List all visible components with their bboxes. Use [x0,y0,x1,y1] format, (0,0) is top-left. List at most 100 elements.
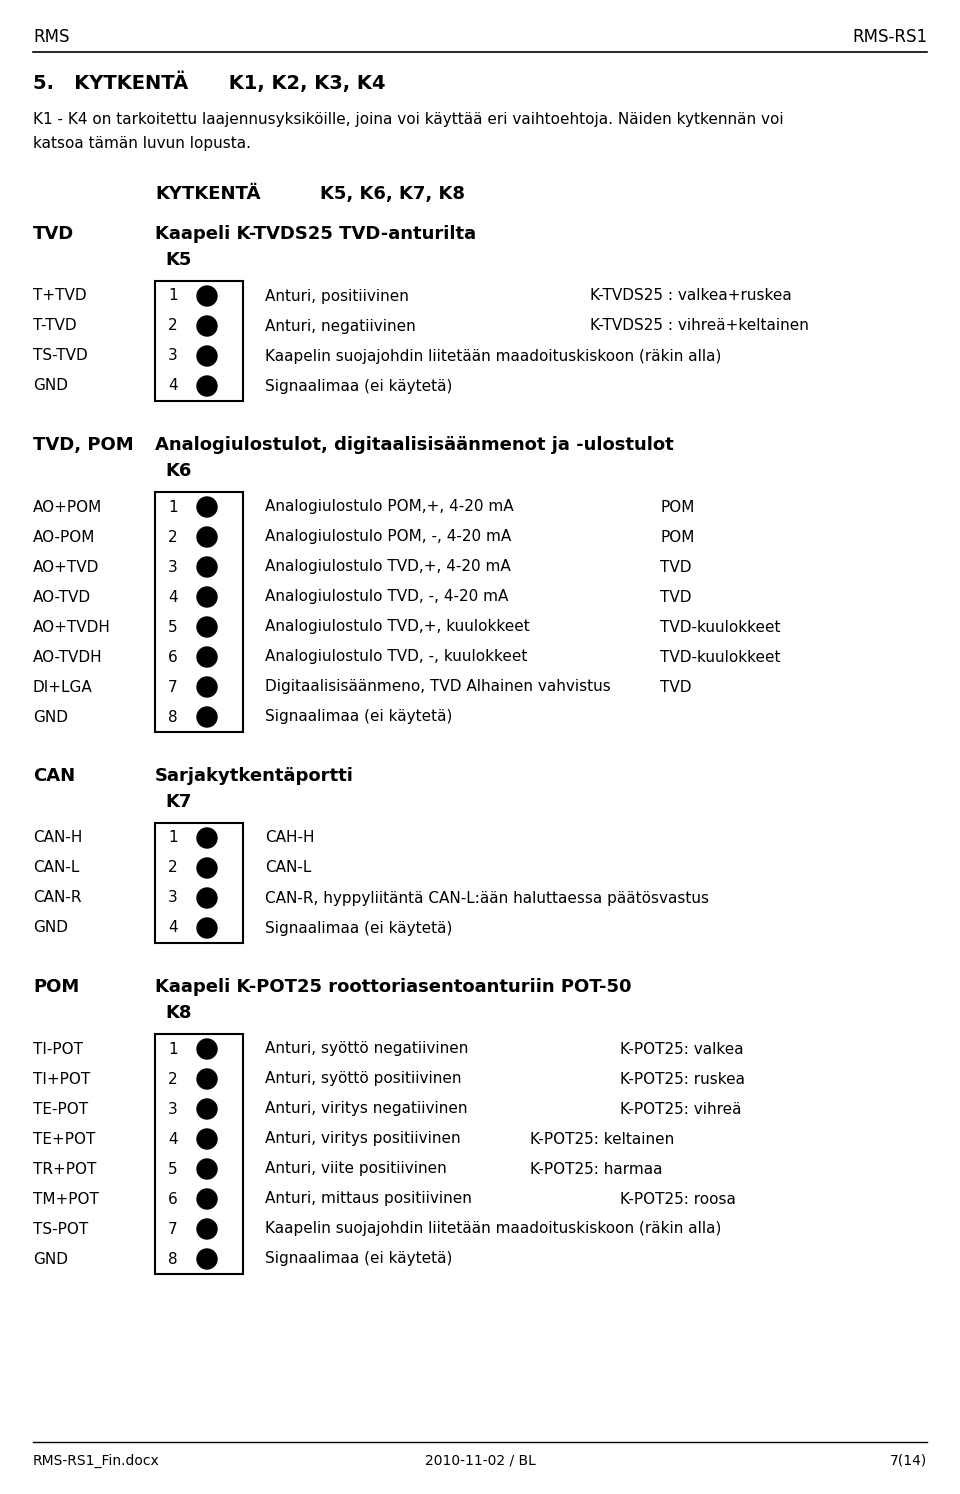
Bar [155,823,243,943]
Text: AO-TVD: AO-TVD [33,590,91,605]
Text: 7(14): 7(14) [890,1454,927,1469]
Text: 6: 6 [168,650,178,665]
Text: 1: 1 [168,831,178,846]
Text: K-POT25: keltainen: K-POT25: keltainen [530,1131,674,1146]
Text: KYTKENTÄ: KYTKENTÄ [155,185,260,203]
Bar [155,281,243,400]
Text: CAH-H: CAH-H [265,831,315,846]
Text: K-TVDS25 : valkea+ruskea: K-TVDS25 : valkea+ruskea [590,288,792,303]
Text: 4: 4 [168,1131,178,1146]
Text: TI-POT: TI-POT [33,1041,83,1056]
Circle shape [197,858,217,878]
Text: 4: 4 [168,920,178,935]
Text: Anturi, negatiivinen: Anturi, negatiivinen [265,318,416,333]
Text: TM+POT: TM+POT [33,1192,99,1207]
Text: Signaalimaa (ei käytetä): Signaalimaa (ei käytetä) [265,920,452,935]
Circle shape [197,376,217,396]
Text: Analogiulostulo TVD, -, kuulokkeet: Analogiulostulo TVD, -, kuulokkeet [265,650,527,665]
Text: 1: 1 [168,1041,178,1056]
Text: RMS-RS1: RMS-RS1 [852,28,927,46]
Circle shape [197,917,217,938]
Text: TVD: TVD [660,680,691,695]
Text: GND: GND [33,378,68,393]
Text: AO-POM: AO-POM [33,529,95,544]
Text: 4: 4 [168,378,178,393]
Circle shape [197,828,217,849]
Text: 7: 7 [168,1222,178,1237]
Text: GND: GND [33,1252,68,1267]
Text: 3: 3 [168,890,178,905]
Text: TR+POT: TR+POT [33,1161,96,1176]
Text: Analogiulostulo TVD, -, 4-20 mA: Analogiulostulo TVD, -, 4-20 mA [265,590,509,605]
Text: Anturi, syöttö positiivinen: Anturi, syöttö positiivinen [265,1071,462,1086]
Circle shape [197,1249,217,1268]
Text: 3: 3 [168,559,178,575]
Text: 2: 2 [168,318,178,333]
Text: TVD-kuulokkeet: TVD-kuulokkeet [660,650,780,665]
Text: CAN-H: CAN-H [33,831,83,846]
Text: Anturi, positiivinen: Anturi, positiivinen [265,288,409,303]
Text: K-POT25: roosa: K-POT25: roosa [620,1192,736,1207]
Text: Analogiulostulo POM, -, 4-20 mA: Analogiulostulo POM, -, 4-20 mA [265,529,512,544]
Circle shape [197,1189,217,1209]
Circle shape [197,285,217,306]
Text: TS-TVD: TS-TVD [33,348,87,363]
Bar [155,1034,243,1274]
Text: K-POT25: ruskea: K-POT25: ruskea [620,1071,745,1086]
Text: TE-POT: TE-POT [33,1101,88,1116]
Circle shape [197,647,217,666]
Text: POM: POM [660,529,694,544]
Circle shape [197,887,217,908]
Text: K-POT25: harmaa: K-POT25: harmaa [530,1161,662,1176]
Text: 8: 8 [168,1252,178,1267]
Text: TVD: TVD [660,590,691,605]
Text: Signaalimaa (ei käytetä): Signaalimaa (ei käytetä) [265,378,452,393]
Circle shape [197,498,217,517]
Text: 1: 1 [168,288,178,303]
Text: 2010-11-02 / BL: 2010-11-02 / BL [424,1454,536,1469]
Text: POM: POM [33,979,80,996]
Text: Kaapelin suojajohdin liitetään maadoituskiskoon (räkin alla): Kaapelin suojajohdin liitetään maadoitus… [265,1222,721,1237]
Circle shape [197,587,217,607]
Circle shape [197,1159,217,1179]
Text: 7: 7 [168,680,178,695]
Text: TS-POT: TS-POT [33,1222,88,1237]
Text: CAN-L: CAN-L [265,861,311,875]
Text: K-POT25: valkea: K-POT25: valkea [620,1041,744,1056]
Text: 2: 2 [168,1071,178,1086]
Text: TVD, POM: TVD, POM [33,436,133,454]
Text: Analogiulostulo TVD,+, 4-20 mA: Analogiulostulo TVD,+, 4-20 mA [265,559,511,575]
Text: K8: K8 [165,1004,191,1022]
Text: katsoa tämän luvun lopusta.: katsoa tämän luvun lopusta. [33,136,251,151]
Text: Signaalimaa (ei käytetä): Signaalimaa (ei käytetä) [265,710,452,725]
Text: Anturi, viritys positiivinen: Anturi, viritys positiivinen [265,1131,461,1146]
Circle shape [197,527,217,547]
Circle shape [197,1038,217,1059]
Text: CAN-R: CAN-R [33,890,82,905]
Text: CAN-R, hyppyliitäntä CAN-L:ään haluttaessa päätösvastus: CAN-R, hyppyliitäntä CAN-L:ään haluttaes… [265,890,709,905]
Text: 5: 5 [168,620,178,635]
Text: K1 - K4 on tarkoitettu laajennusyksiköille, joina voi käyttää eri vaihtoehtoja. : K1 - K4 on tarkoitettu laajennusyksiköil… [33,112,783,127]
Text: Analogiulostulot, digitaalisisäänmenot ja -ulostulot: Analogiulostulot, digitaalisisäänmenot j… [155,436,674,454]
Circle shape [197,617,217,636]
Text: Anturi, viritys negatiivinen: Anturi, viritys negatiivinen [265,1101,468,1116]
Text: K5, K6, K7, K8: K5, K6, K7, K8 [320,185,465,203]
Circle shape [197,1129,217,1149]
Circle shape [197,317,217,336]
Text: GND: GND [33,710,68,725]
Text: TVD: TVD [33,226,74,244]
Text: Anturi, syöttö negatiivinen: Anturi, syöttö negatiivinen [265,1041,468,1056]
Text: 3: 3 [168,348,178,363]
Circle shape [197,347,217,366]
Circle shape [197,677,217,698]
Text: Sarjakytkentäportti: Sarjakytkentäportti [155,766,354,784]
Text: 1: 1 [168,499,178,514]
Text: Anturi, viite positiivinen: Anturi, viite positiivinen [265,1161,446,1176]
Text: RMS: RMS [33,28,69,46]
Text: K5: K5 [165,251,191,269]
Circle shape [197,1219,217,1239]
Text: Analogiulostulo POM,+, 4-20 mA: Analogiulostulo POM,+, 4-20 mA [265,499,514,514]
Text: 4: 4 [168,590,178,605]
Text: Digitaalisisäänmeno, TVD Alhainen vahvistus: Digitaalisisäänmeno, TVD Alhainen vahvis… [265,680,611,695]
Circle shape [197,1070,217,1089]
